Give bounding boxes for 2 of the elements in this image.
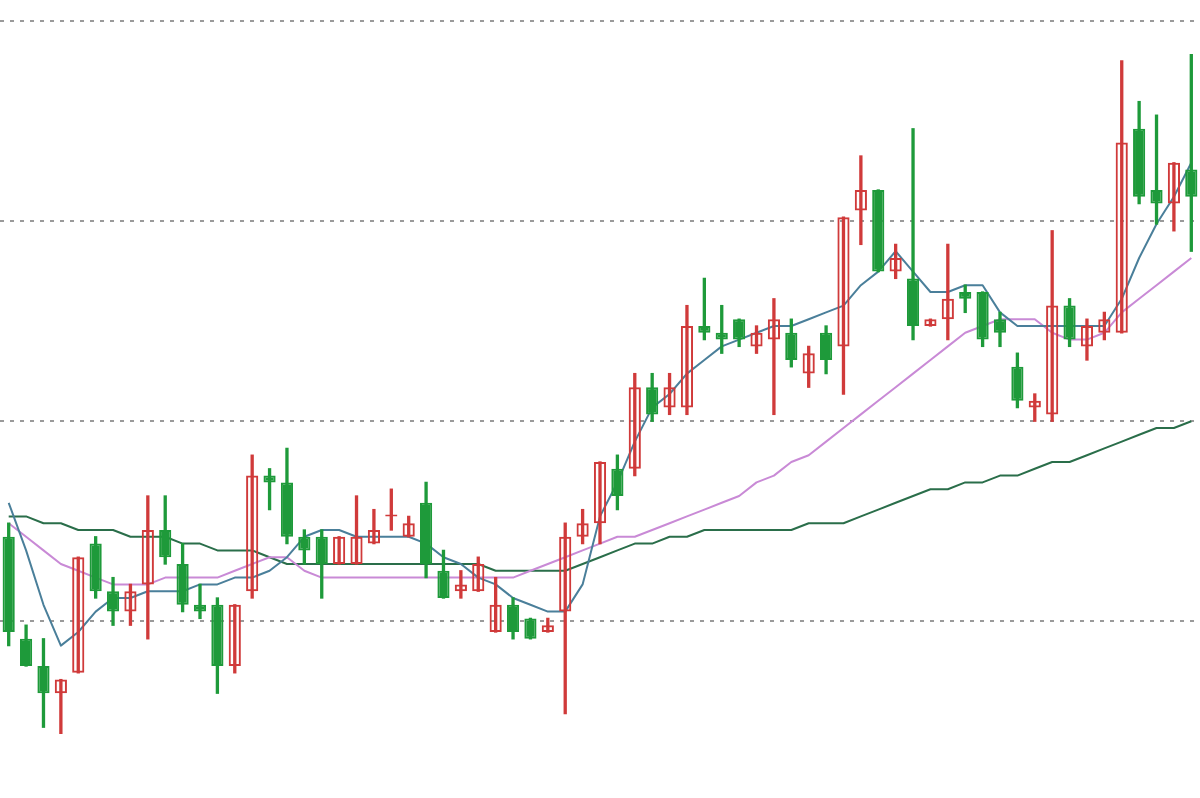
candlestick xyxy=(906,128,920,341)
candlestick xyxy=(193,583,207,620)
